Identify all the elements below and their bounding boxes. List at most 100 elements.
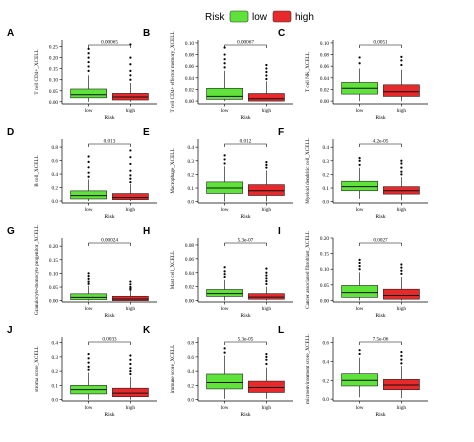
outlier-point: [87, 275, 90, 278]
x-axis-label: Risk: [375, 412, 385, 418]
x-axis-label: Risk: [104, 115, 114, 121]
outlier-point: [129, 69, 132, 72]
y-axis-label: B cell_XCELL: [34, 155, 40, 187]
p-value-label: 5.3e-05: [238, 337, 254, 343]
panel-l: L 0.0 0.2 0.4 0.6 microenvironment score_XCEL…: [278, 325, 428, 418]
outlier-point: [265, 77, 268, 81]
p-value-label: 0.0027: [373, 238, 388, 244]
y-axis-label: immune score_XCELL: [170, 345, 176, 394]
outlier-point: [87, 280, 90, 283]
outlier-point: [265, 63, 268, 67]
outlier-point: [129, 283, 132, 286]
y-tick-label: 0.8: [52, 145, 59, 151]
x-axis-label: Risk: [375, 115, 385, 121]
outlier-point: [400, 362, 403, 365]
outlier-point: [265, 282, 268, 286]
outlier-point: [87, 277, 90, 280]
x-axis-label: Risk: [240, 115, 250, 121]
outlier-point: [400, 59, 403, 62]
significance-bracket: [88, 242, 131, 246]
y-tick-label: 0.2: [52, 369, 59, 375]
box-low: [70, 88, 107, 99]
y-tick-label: 0.20: [320, 236, 329, 242]
y-tick-label: 0.0: [188, 200, 195, 206]
outlier-point: [129, 56, 132, 59]
outlier-point: [400, 350, 403, 354]
outlier-point: [358, 261, 361, 265]
legend-label-high: high: [295, 12, 314, 23]
x-tick-label: low: [221, 207, 229, 213]
outlier-point: [87, 282, 90, 285]
y-tick-label: 0.2: [323, 378, 330, 384]
outlier-point: [223, 273, 226, 276]
outlier-point: [129, 174, 132, 177]
outlier-point: [223, 66, 226, 69]
x-tick-label: high: [262, 207, 272, 213]
x-tick-label: high: [126, 405, 136, 411]
y-tick-label: 0.10: [49, 78, 58, 84]
box-low: [206, 373, 243, 390]
outlier-point: [129, 285, 132, 289]
box-high: [112, 193, 149, 200]
y-tick-label: 0.06: [320, 64, 329, 70]
y-tick-label: 0.0: [52, 199, 59, 205]
y-axis-label: T cell NK_XCELL: [305, 52, 311, 92]
x-tick-label: high: [126, 207, 136, 213]
outlier-point: [223, 58, 226, 61]
x-tick-label: low: [221, 405, 229, 411]
outlier-point: [400, 266, 403, 269]
p-value-label: 7.5e-06: [373, 337, 389, 343]
y-axis-label: Mast cell_XCELL: [170, 251, 176, 289]
y-tick-label: 0.15: [320, 252, 329, 258]
legend: Risk low high: [205, 10, 314, 23]
box-high: [248, 380, 285, 393]
outlier-point: [223, 62, 226, 65]
y-axis-label: Macrophage_XCELL: [170, 148, 176, 193]
y-tick-label: 0.04: [320, 76, 329, 82]
box-high: [248, 184, 285, 196]
outlier-point: [265, 267, 268, 270]
y-tick-label: 0.02: [185, 285, 194, 291]
y-tick-label: 0.05: [320, 283, 329, 289]
box-low: [206, 87, 243, 100]
legend-swatch-low: [229, 10, 249, 23]
outlier-point: [358, 258, 361, 261]
y-tick-label: 0.4: [188, 369, 195, 375]
outlier-point: [358, 264, 361, 268]
outlier-point: [358, 268, 361, 271]
panel-letter: H: [143, 226, 150, 237]
p-value-label: 0.012: [240, 139, 252, 145]
panel-letter: K: [143, 325, 151, 336]
y-tick-label: 0.4: [323, 145, 330, 151]
x-tick-label: low: [221, 306, 229, 312]
outlier-point: [87, 361, 90, 364]
outlier-point: [400, 354, 403, 357]
box-low: [70, 293, 107, 300]
panel-b: B 0.00 0.02 0.04 0.06 0.08 0.10 T cell CD4+ eff…: [143, 28, 293, 121]
outlier-point: [400, 55, 403, 58]
y-axis-label: T cell CD4+ effector memory_XCELL: [169, 31, 176, 112]
y-tick-label: 0.2: [52, 186, 59, 192]
y-tick-label: 0.20: [49, 244, 58, 250]
outlier-point: [223, 270, 226, 273]
p-value-label: 0.0051: [373, 40, 388, 46]
panels: A 0.00 0.05 0.10 0.15 0.20 0.25 T cell CD4+_XCE…: [7, 28, 428, 418]
x-axis-label: Risk: [104, 313, 114, 319]
x-tick-label: low: [221, 108, 229, 114]
panel-letter: B: [143, 28, 150, 39]
x-axis-label: Risk: [375, 313, 385, 319]
p-value-label: 4.2e-05: [373, 139, 389, 145]
outlier-point: [400, 272, 403, 276]
outlier-point: [129, 74, 132, 77]
outlier-point: [265, 74, 268, 77]
outlier-point: [129, 169, 132, 172]
p-value-label: 0.00024: [101, 238, 118, 244]
y-tick-label: 0.04: [185, 76, 194, 82]
y-tick-label: 0.2: [323, 172, 330, 178]
y-axis-label: stroma score_XCELL: [34, 346, 40, 392]
y-tick-label: 0.02: [185, 87, 194, 93]
outlier-point: [223, 154, 226, 157]
